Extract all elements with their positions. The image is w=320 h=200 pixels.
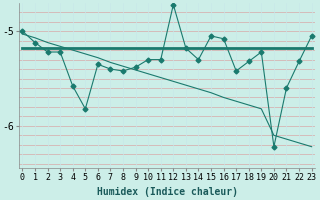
X-axis label: Humidex (Indice chaleur): Humidex (Indice chaleur) — [97, 187, 237, 197]
